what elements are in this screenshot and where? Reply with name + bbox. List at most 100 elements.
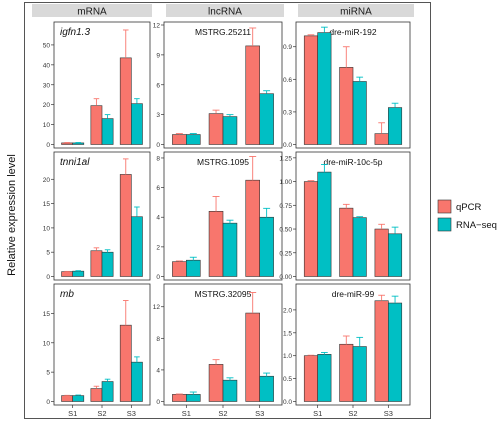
panel-title: mb bbox=[60, 289, 74, 300]
y-tick-label: 30 bbox=[43, 82, 51, 89]
panel-mstrg-1095: 0 2 4 6 8 MSTRG.1095 bbox=[156, 151, 283, 281]
bar-rnaseq-s1 bbox=[72, 395, 85, 402]
bar-qpcr-s3 bbox=[119, 324, 132, 402]
panel-mb: 0 5 10 15 mb S1 S2 S3 bbox=[43, 283, 151, 418]
y-tick-label: 0 bbox=[46, 274, 50, 281]
y-tick-label: 0.0 bbox=[283, 399, 292, 406]
y-tick-label: 10 bbox=[43, 122, 51, 129]
y-tick-label: 0.25 bbox=[279, 250, 292, 257]
y-tick-label: 0.6 bbox=[283, 77, 292, 84]
y-tick-label: 1.5 bbox=[283, 330, 292, 337]
bar-rnaseq-s1 bbox=[317, 32, 332, 145]
panel-mstrg-32095: 0 4 8 12 MSTRG.32095 S1 S2 S3 bbox=[153, 283, 283, 418]
y-tick-label: 6 bbox=[156, 82, 160, 89]
facet-strip-label: lncRNA bbox=[208, 7, 242, 18]
bar-rnaseq-s2 bbox=[352, 346, 367, 402]
bar-qpcr-s3 bbox=[245, 45, 260, 145]
bar-qpcr-s3 bbox=[245, 312, 260, 402]
legend: qPCR RNA−seq bbox=[437, 199, 497, 232]
y-tick-label: 2.0 bbox=[283, 307, 292, 314]
bar-rnaseq-s1 bbox=[317, 354, 332, 402]
panel-title: dre-miR-99 bbox=[332, 289, 375, 299]
chart-layer: mRNA lncRNA miRNA01020304050igfn1.3036912M… bbox=[24, 2, 497, 419]
y-tick-label: 20 bbox=[43, 102, 51, 109]
panel-mstrg-25211: 0 3 6 9 12 MSTRG.25211 bbox=[153, 21, 283, 149]
facet-strip-mirna bbox=[298, 4, 414, 17]
bar-rnaseq-s2 bbox=[352, 81, 367, 145]
y-tick-label: 0.3 bbox=[283, 109, 292, 116]
panel-title: MSTRG.25211 bbox=[195, 27, 251, 37]
bar-rnaseq-s3 bbox=[259, 93, 274, 145]
y-tick-label: 0.5 bbox=[283, 376, 292, 383]
bar-qpcr-s2 bbox=[339, 343, 354, 402]
bar-qpcr-s1 bbox=[172, 261, 187, 277]
bar-qpcr-s1 bbox=[172, 134, 187, 145]
bar-qpcr-s2 bbox=[90, 388, 103, 402]
bar-qpcr-s3 bbox=[119, 57, 132, 145]
bar-qpcr-s3 bbox=[119, 174, 132, 277]
panel-dre-mir-192: 0.0 0.3 0.6 0.9 dre-miR-192 bbox=[283, 21, 411, 149]
y-tick-label: 0 bbox=[156, 399, 160, 406]
y-tick-label: 4 bbox=[156, 215, 160, 222]
y-tick-label: 2 bbox=[156, 244, 160, 251]
bar-qpcr-s3 bbox=[374, 300, 389, 402]
bar-qpcr-s2 bbox=[208, 364, 224, 402]
y-tick-label: 0.9 bbox=[283, 44, 292, 51]
x-tick-label: S3 bbox=[127, 409, 136, 418]
bar-qpcr-s1 bbox=[61, 271, 73, 277]
y-tick-label: 10 bbox=[43, 225, 51, 232]
legend-swatch bbox=[437, 199, 452, 214]
bar-rnaseq-s1 bbox=[186, 394, 201, 402]
bar-rnaseq-s1 bbox=[186, 259, 201, 277]
panel-title: dre-miR-192 bbox=[329, 27, 377, 37]
bar-rnaseq-s3 bbox=[131, 216, 143, 277]
x-tick-label: S1 bbox=[182, 409, 191, 418]
legend-swatch bbox=[437, 217, 452, 232]
bar-rnaseq-s3 bbox=[388, 302, 403, 402]
legend-label: RNA−seq bbox=[456, 220, 497, 231]
y-tick-label: 10 bbox=[43, 340, 51, 347]
bar-qpcr-s1 bbox=[303, 35, 318, 145]
y-tick-label: 12 bbox=[153, 23, 161, 30]
y-tick-label: 5 bbox=[46, 250, 50, 257]
bar-rnaseq-s2 bbox=[101, 251, 114, 277]
bar-qpcr-s2 bbox=[90, 105, 103, 145]
x-tick-label: S1 bbox=[68, 409, 77, 418]
panel-dre-mir-10c-5p: 0.00 0.25 0.50 0.75 1.00 1.25 dre-miR-10c-5p bbox=[279, 151, 411, 281]
panel-tnni1al: 0 5 10 15 20 tnni1al bbox=[43, 151, 151, 281]
y-axis-label: Relative expression level bbox=[6, 154, 18, 276]
y-tick-label: 0 bbox=[156, 142, 160, 149]
y-tick-label: 12 bbox=[153, 304, 161, 311]
bar-rnaseq-s3 bbox=[388, 107, 403, 145]
bar-qpcr-s3 bbox=[374, 228, 389, 277]
bar-rnaseq-s2 bbox=[222, 116, 238, 145]
y-tick-label: 1.25 bbox=[279, 155, 292, 162]
facet-strip-mrna bbox=[32, 4, 152, 17]
y-tick-label: 8 bbox=[156, 336, 160, 343]
bar-qpcr-s3 bbox=[245, 179, 260, 277]
figure-frame bbox=[24, 2, 431, 419]
panel-title: MSTRG.1095 bbox=[197, 157, 249, 167]
y-tick-label: 5 bbox=[46, 370, 50, 377]
bar-qpcr-s3 bbox=[374, 133, 389, 145]
y-tick-label: 0.0 bbox=[283, 142, 292, 149]
bar-rnaseq-s1 bbox=[186, 134, 201, 145]
y-tick-label: 8 bbox=[156, 155, 160, 162]
panel-title: tnni1al bbox=[60, 157, 90, 168]
y-tick-label: 50 bbox=[43, 42, 51, 49]
y-tick-label: 15 bbox=[43, 201, 51, 208]
bar-rnaseq-s2 bbox=[101, 118, 114, 145]
bar-qpcr-s1 bbox=[172, 394, 187, 402]
legend-label: qPCR bbox=[456, 202, 481, 213]
bar-qpcr-s2 bbox=[208, 211, 224, 277]
panel-title: dre-miR-10c-5p bbox=[323, 157, 382, 167]
panel-igfn1-3: 0 10 20 30 40 50 igfn1.3 bbox=[43, 21, 151, 149]
x-tick-label: S1 bbox=[313, 409, 322, 418]
y-tick-label: 0 bbox=[46, 399, 50, 406]
y-tick-label: 9 bbox=[156, 52, 160, 59]
bar-qpcr-s2 bbox=[339, 207, 354, 277]
bar-qpcr-s1 bbox=[61, 395, 73, 402]
bar-rnaseq-s2 bbox=[222, 379, 238, 402]
x-tick-label: S2 bbox=[218, 409, 227, 418]
